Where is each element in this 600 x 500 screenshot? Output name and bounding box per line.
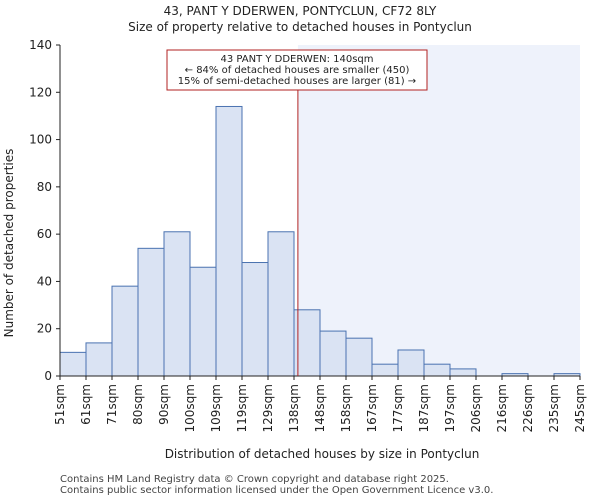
x-tick-label: 119sqm [235,384,249,432]
annotation-line-3: 15% of semi-detached houses are larger (… [178,76,416,87]
x-tick-label: 158sqm [339,384,353,432]
x-tick-label: 206sqm [469,384,483,432]
x-tick-label: 235sqm [547,384,561,432]
y-axis-label: Number of detached properties [2,149,16,338]
y-tick-label: 80 [37,180,52,194]
y-tick-label: 40 [37,274,52,288]
x-tick-label: 226sqm [521,384,535,432]
y-tick-label: 140 [29,38,52,52]
x-tick-label: 197sqm [443,384,457,432]
bar-61sqm [85,342,113,377]
y-tick-label: 20 [37,322,52,336]
x-tick-label: 138sqm [287,384,301,432]
bar-187sqm [423,363,451,377]
footer-copyright: Contains HM Land Registry data © Crown c… [60,474,449,485]
y-tick-label: 60 [37,227,52,241]
x-tick-label: 61sqm [79,384,93,425]
x-tick-label: 100sqm [183,384,197,432]
x-tick-label: 216sqm [495,384,509,432]
bar-109sqm [215,105,243,377]
x-axis-label: Distribution of detached houses by size … [165,447,480,461]
annotation-line-2: ← 84% of detached houses are smaller (45… [185,65,410,76]
x-tick-label: 245sqm [573,384,587,432]
footer-licence: Contains public sector information licen… [60,485,494,496]
bar-129sqm [267,231,295,377]
x-tick-label: 187sqm [417,384,431,432]
bar-80sqm [137,247,165,377]
x-tick-label: 177sqm [391,384,405,432]
chart-subtitle: Size of property relative to detached ho… [128,20,472,34]
histogram-chart: 0 20 40 60 80 100 120 140 51sqm 61sqm 71sqm 80sqm 90… [2,38,587,461]
annotation-line-1: 43 PANT Y DDERWEN: 140sqm [220,54,373,65]
bar-100sqm [189,266,217,377]
x-tick-label: 90sqm [157,384,171,425]
y-tick-label: 0 [44,369,52,383]
bar-148sqm [319,330,347,377]
x-tick-label: 148sqm [313,384,327,432]
annotation-box [166,49,428,91]
x-tick-label: 109sqm [209,384,223,432]
x-tick-label: 51sqm [53,384,67,425]
bar-197sqm [449,368,477,377]
larger-region-shade [297,45,580,376]
bar-71sqm [111,285,139,377]
x-tick-label: 71sqm [105,384,119,425]
y-tick-label: 120 [29,85,52,99]
y-tick-label: 100 [29,133,52,147]
x-tick-label: 80sqm [131,384,145,425]
chart-title: 43, PANT Y DDERWEN, PONTYCLUN, CF72 8LY [163,4,437,18]
bar-158sqm [345,337,373,377]
bar-119sqm [241,262,269,377]
x-tick-label: 167sqm [365,384,379,432]
bar-90sqm [163,231,191,377]
bar-51sqm [59,351,87,377]
bar-177sqm [397,349,425,377]
x-tick-label: 129sqm [261,384,275,432]
bar-167sqm [371,363,399,377]
